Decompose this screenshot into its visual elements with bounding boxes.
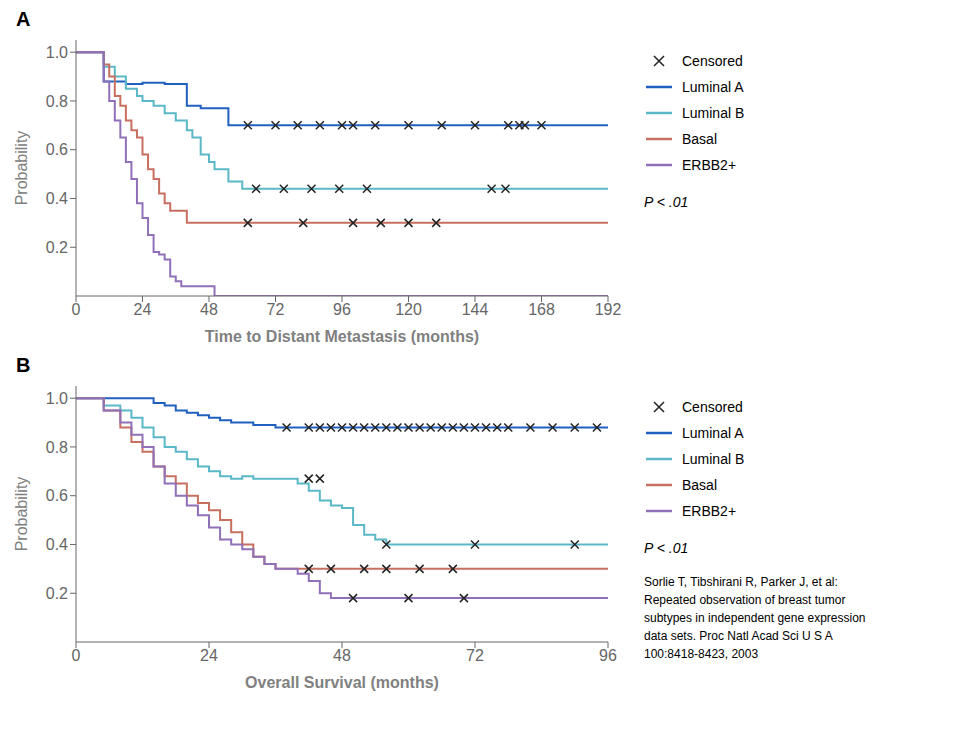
html-text:Sorlie T, Tibshirani R, Parker: Sorlie T, Tibshirani R, Parker J, et al:…	[644, 575, 866, 661]
svg-text:0.6: 0.6	[46, 487, 68, 504]
html-text:Luminal A: Luminal A	[682, 425, 744, 441]
svg-text:0: 0	[72, 647, 81, 664]
svg-text:72: 72	[267, 301, 285, 318]
svg-text:1.0: 1.0	[46, 390, 68, 407]
svg-text:96: 96	[599, 647, 617, 664]
html-text:ERBB2+: ERBB2+	[682, 157, 737, 173]
html-text:ERBB2+: ERBB2+	[682, 503, 737, 519]
html-text:Censored: Censored	[682, 399, 743, 415]
html-text:P < .01: P < .01	[644, 194, 689, 210]
html-text:B: B	[16, 354, 31, 376]
html-text:Luminal B: Luminal B	[682, 451, 745, 467]
svg-text:0.6: 0.6	[46, 141, 68, 158]
svg-text:144: 144	[462, 301, 489, 318]
svg-text:0.8: 0.8	[46, 93, 68, 110]
svg-text:168: 168	[528, 301, 555, 318]
svg-text:48: 48	[333, 647, 351, 664]
svg-text:Probability: Probability	[13, 477, 30, 552]
svg-text:0.8: 0.8	[46, 439, 68, 456]
svg-text:0: 0	[72, 301, 81, 318]
svg-text:120: 120	[395, 301, 422, 318]
svg-text:24: 24	[200, 647, 218, 664]
svg-text:72: 72	[466, 647, 484, 664]
svg-text:Time to Distant Metastasis (mo: Time to Distant Metastasis (months)	[205, 328, 479, 345]
svg-text:1.0: 1.0	[46, 44, 68, 61]
html-text:Luminal B: Luminal B	[682, 105, 745, 121]
html-text:Censored: Censored	[682, 53, 743, 69]
html-text:P < .01: P < .01	[644, 540, 689, 556]
svg-text:Overall Survival (months): Overall Survival (months)	[245, 674, 439, 691]
html-text:Basal: Basal	[682, 131, 717, 147]
svg-text:192: 192	[595, 301, 622, 318]
html-text:Luminal A: Luminal A	[682, 79, 744, 95]
svg-text:24: 24	[134, 301, 152, 318]
svg-text:0.2: 0.2	[46, 585, 68, 602]
svg-text:0.4: 0.4	[46, 190, 68, 207]
svg-text:0.2: 0.2	[46, 239, 68, 256]
svg-text:96: 96	[333, 301, 351, 318]
svg-text:Probability: Probability	[13, 131, 30, 206]
html-text:Basal: Basal	[682, 477, 717, 493]
svg-text:0.4: 0.4	[46, 536, 68, 553]
svg-text:48: 48	[200, 301, 218, 318]
html-text:A: A	[16, 8, 31, 30]
